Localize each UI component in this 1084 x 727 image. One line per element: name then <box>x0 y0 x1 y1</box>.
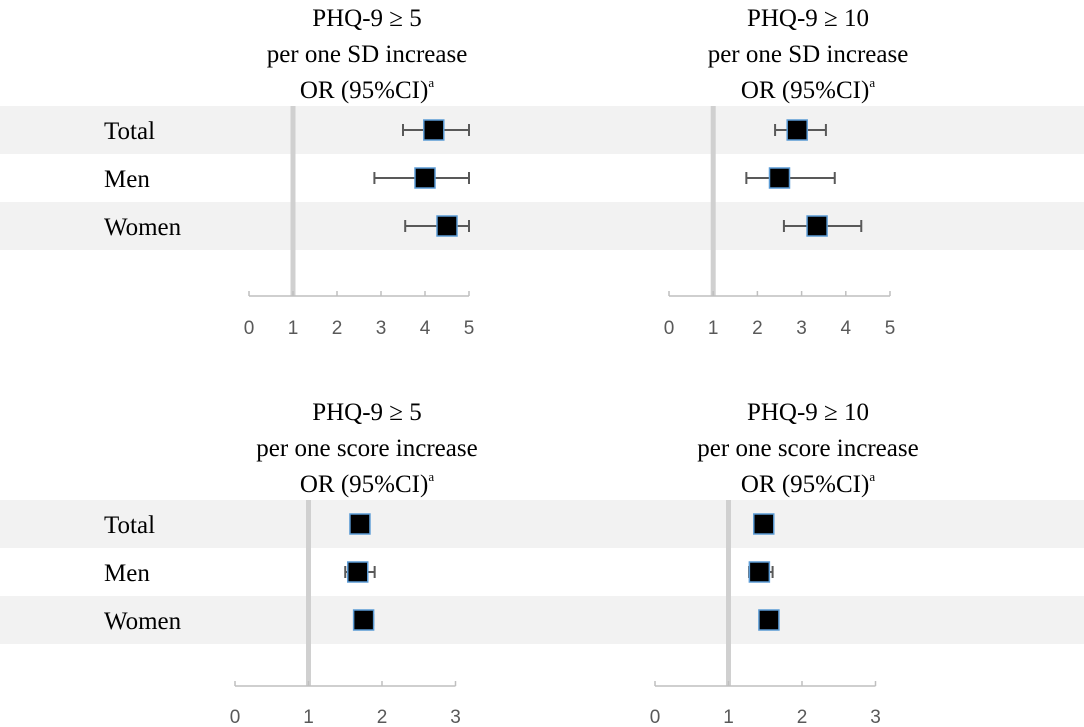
odds-ratio-marker <box>786 119 808 141</box>
row-label-women: Women <box>104 608 182 635</box>
data-point-women <box>758 609 780 631</box>
row-band <box>0 106 1084 154</box>
data-point-women <box>352 609 375 631</box>
x-tick-label: 1 <box>288 318 299 339</box>
x-tick-label: 5 <box>464 318 475 339</box>
row-label-women: Women <box>104 214 182 241</box>
panel-title-line-2: per one SD increase <box>267 41 468 68</box>
title-superscript: a <box>869 75 875 90</box>
forest-panel-2: PHQ-9 ≥ 10 per one SD increase OR (95%CI)a… <box>664 5 909 339</box>
data-point-men <box>373 167 470 189</box>
data-point-men <box>344 561 376 583</box>
panel-title-line-3: OR (95%CI)a <box>300 75 434 104</box>
row-label-total: Total <box>104 512 155 539</box>
data-point-women <box>782 215 863 237</box>
row-label-men: Men <box>104 166 150 193</box>
title-superscript: a <box>428 75 434 90</box>
x-tick-label: 5 <box>885 318 896 339</box>
panel-title-line-1: PHQ-9 ≥ 10 <box>747 399 869 426</box>
odds-ratio-marker <box>349 513 371 535</box>
panel-title-line-1: PHQ-9 ≥ 5 <box>312 399 422 426</box>
x-tick-label: 0 <box>230 707 241 727</box>
odds-ratio-marker <box>436 215 458 237</box>
odds-ratio-marker <box>758 609 780 631</box>
odds-ratio-marker <box>753 513 775 535</box>
data-point-total <box>774 119 827 141</box>
data-point-men <box>748 561 774 583</box>
odds-ratio-marker <box>768 167 791 189</box>
x-tick-label: 1 <box>708 318 719 339</box>
x-tick-label: 2 <box>332 318 343 339</box>
data-point-total <box>349 513 371 535</box>
odds-ratio-marker <box>748 561 771 583</box>
x-tick-label: 0 <box>664 318 675 339</box>
odds-ratio-marker <box>352 609 375 631</box>
odds-ratio-marker <box>806 215 828 237</box>
row-band <box>0 500 1084 548</box>
x-tick-label: 2 <box>797 707 808 727</box>
x-tick-label: 2 <box>752 318 763 339</box>
x-tick-label: 0 <box>244 318 255 339</box>
x-tick-label: 2 <box>377 707 388 727</box>
x-tick-label: 1 <box>303 707 314 727</box>
panel-title-line-3: OR (95%CI)a <box>741 469 875 498</box>
x-tick-label: 0 <box>650 707 661 727</box>
x-tick-label: 4 <box>420 318 431 339</box>
panel-title-line-3: OR (95%CI)a <box>300 469 434 498</box>
odds-ratio-marker <box>346 561 369 583</box>
x-tick-label: 1 <box>723 707 734 727</box>
panel-title-line-1: PHQ-9 ≥ 10 <box>747 5 869 32</box>
title-superscript: a <box>869 469 875 484</box>
row-band <box>0 596 1084 644</box>
forest-panel-4: PHQ-9 ≥ 10 per one score increase OR (95%C… <box>650 399 919 727</box>
odds-ratio-marker <box>423 119 445 141</box>
row-label-total: Total <box>104 118 155 145</box>
data-point-men <box>745 167 836 189</box>
data-point-total <box>402 119 470 141</box>
x-tick-label: 4 <box>841 318 852 339</box>
forest-panel-3: PHQ-9 ≥ 5 per one score increase OR (95%CI… <box>230 399 478 727</box>
x-tick-label: 3 <box>450 707 461 727</box>
x-tick-label: 3 <box>376 318 387 339</box>
row-label-men: Men <box>104 560 150 587</box>
panel-title-line-1: PHQ-9 ≥ 5 <box>312 5 422 32</box>
forest-panel-1: PHQ-9 ≥ 5 per one SD increase OR (95%CI)a 0… <box>244 5 475 339</box>
title-superscript: a <box>428 469 434 484</box>
row-band <box>0 202 1084 250</box>
panel-title-line-3: OR (95%CI)a <box>741 75 875 104</box>
x-tick-label: 3 <box>870 707 881 727</box>
panel-title-line-2: per one SD increase <box>708 41 909 68</box>
data-point-total <box>753 513 775 535</box>
panel-title-line-2: per one score increase <box>256 435 477 462</box>
data-point-women <box>404 215 470 237</box>
odds-ratio-marker <box>414 167 436 189</box>
panel-title-line-2: per one score increase <box>697 435 918 462</box>
x-tick-label: 3 <box>796 318 807 339</box>
